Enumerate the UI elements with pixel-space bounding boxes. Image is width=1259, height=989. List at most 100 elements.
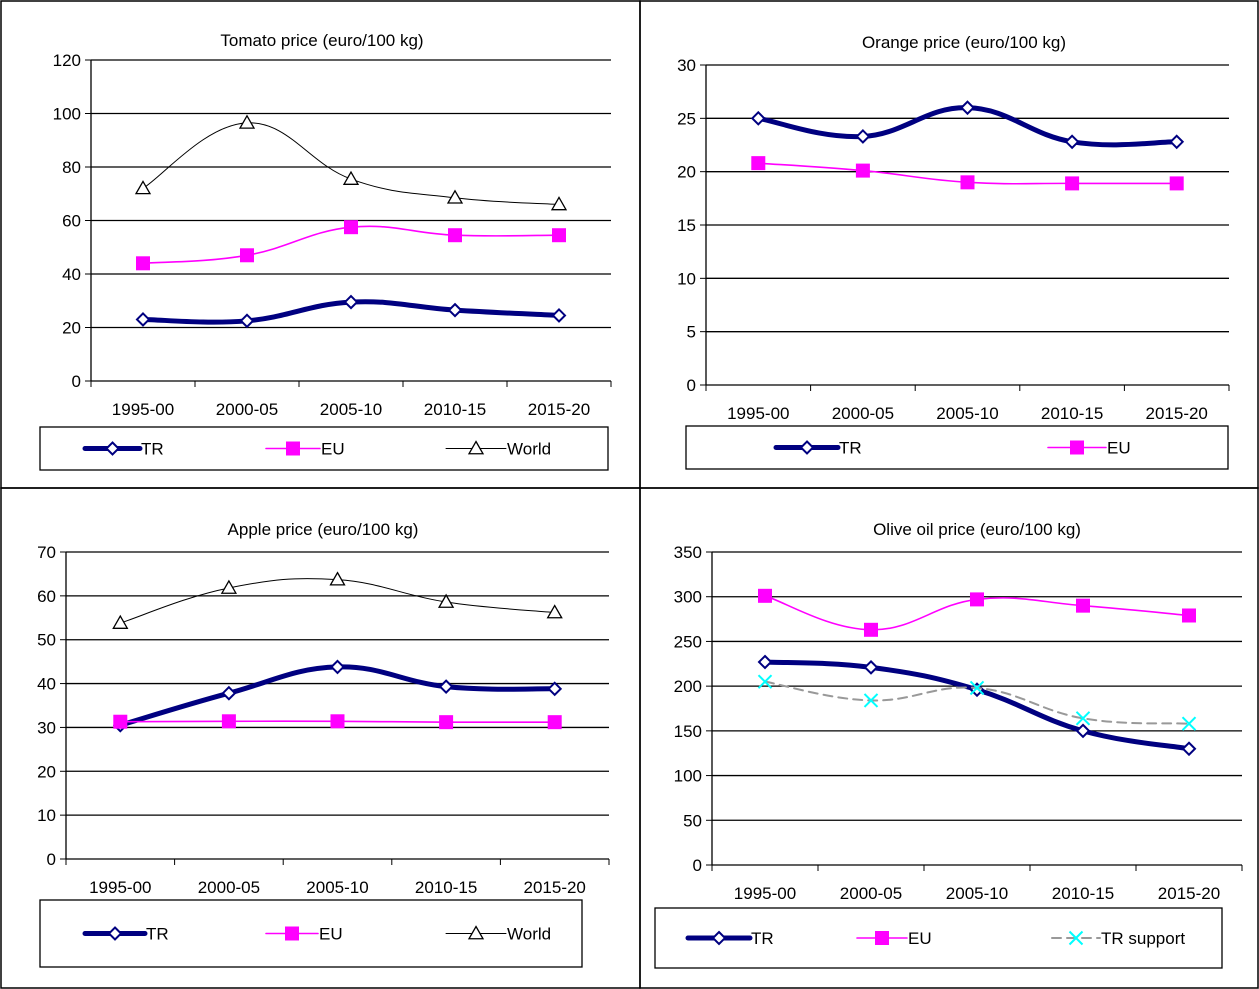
gridlines xyxy=(60,551,609,860)
data-point xyxy=(546,604,563,619)
x-tick-label: 2010-15 xyxy=(424,400,486,419)
chart-title: Orange price (euro/100 kg) xyxy=(862,33,1066,52)
legend-item: World xyxy=(445,925,551,944)
data-point xyxy=(1169,176,1184,191)
data-point xyxy=(855,163,870,178)
x-tick-label: 1995-00 xyxy=(89,878,151,897)
series-eu xyxy=(751,156,1184,191)
data-point xyxy=(550,196,568,211)
series-tr xyxy=(750,100,1185,150)
data-point xyxy=(343,294,359,310)
data-point xyxy=(750,110,766,126)
data-point xyxy=(135,312,151,327)
data-point xyxy=(1064,134,1080,150)
y-tick-label: 25 xyxy=(677,109,696,128)
chart-title: Olive oil price (euro/100 kg) xyxy=(873,520,1081,539)
y-tick-label: 200 xyxy=(674,677,702,696)
legend-item: World xyxy=(445,440,551,459)
y-tick-labels: 0 20 40 60 80 100 120 xyxy=(53,51,81,391)
x-tick-label: 1995-00 xyxy=(727,404,789,423)
legend-label: EU xyxy=(1107,439,1131,458)
x-tick-labels: 1995-00 2000-05 2005-10 2010-15 2015-20 xyxy=(112,400,590,419)
panel-border xyxy=(639,487,1259,989)
legend: TR EU World xyxy=(39,899,583,968)
data-point xyxy=(1169,134,1185,150)
data-point xyxy=(1076,598,1090,613)
data-point xyxy=(970,592,984,607)
legend-marker xyxy=(799,440,815,455)
data-point xyxy=(863,693,879,708)
legend-label: TR xyxy=(839,439,862,458)
legend-item: EU xyxy=(856,929,932,948)
y-tick-label: 10 xyxy=(677,269,696,288)
x-tick-label: 2015-20 xyxy=(1158,884,1220,903)
legend-marker xyxy=(711,930,727,946)
data-point xyxy=(447,302,463,318)
x-tick-label: 2000-05 xyxy=(216,400,278,419)
gridlines xyxy=(85,59,611,382)
series-tr xyxy=(757,654,1197,757)
data-point xyxy=(758,588,772,603)
x-tick-label: 1995-00 xyxy=(734,884,796,903)
legend-marker xyxy=(1068,930,1084,946)
gridlines xyxy=(706,551,1242,866)
y-tick-label: 40 xyxy=(62,265,81,284)
data-point xyxy=(547,681,563,697)
legend-marker xyxy=(107,926,123,941)
series-eu xyxy=(136,220,566,271)
x-tick-label: 2010-15 xyxy=(1052,884,1114,903)
data-point xyxy=(864,622,878,637)
data-point xyxy=(221,685,237,701)
y-tick-label: 40 xyxy=(37,675,56,694)
legend-marker xyxy=(467,925,485,940)
data-point xyxy=(1181,716,1197,731)
y-tick-label: 15 xyxy=(677,216,696,235)
data-point xyxy=(238,114,256,129)
x-tick-labels: 1995-00 2000-05 2005-10 2010-15 2015-20 xyxy=(734,884,1220,903)
x-tick-label: 2005-10 xyxy=(320,400,382,419)
data-point xyxy=(551,308,567,323)
legend-marker xyxy=(285,926,299,941)
data-point xyxy=(113,714,128,729)
legend: TR EU TR support xyxy=(654,907,1223,969)
series-eu xyxy=(758,588,1196,637)
legend-item: EU xyxy=(1047,439,1131,458)
x-tick-label: 2015-20 xyxy=(528,400,590,419)
y-tick-label: 100 xyxy=(674,767,702,786)
legend-label: EU xyxy=(319,925,343,944)
series-world xyxy=(134,114,568,211)
x-tick-label: 2005-10 xyxy=(306,878,368,897)
y-tick-labels: 0 50 100 150 200 250 300 350 xyxy=(674,543,702,875)
data-point xyxy=(344,220,358,235)
legend-item: EU xyxy=(265,925,343,944)
y-tick-label: 100 xyxy=(53,105,81,124)
y-tick-label: 250 xyxy=(674,632,702,651)
gridlines xyxy=(700,64,1229,386)
series-eu xyxy=(113,714,562,730)
legend-label: TR xyxy=(146,925,169,944)
data-point xyxy=(969,680,985,696)
data-point xyxy=(240,248,254,263)
y-tick-label: 50 xyxy=(683,811,702,830)
y-tick-label: 30 xyxy=(677,56,696,75)
x-tick-label: 2005-10 xyxy=(946,884,1008,903)
legend-label: TR xyxy=(751,929,774,948)
y-tick-label: 80 xyxy=(62,158,81,177)
data-point xyxy=(960,100,975,116)
y-tick-label: 0 xyxy=(693,856,702,875)
y-tick-label: 0 xyxy=(72,372,81,391)
data-point xyxy=(220,579,238,594)
data-point xyxy=(863,659,879,675)
y-tick-label: 20 xyxy=(37,762,56,781)
data-point xyxy=(552,228,566,243)
data-point xyxy=(1182,608,1196,623)
y-tick-label: 10 xyxy=(37,806,56,825)
x-tick-label: 2015-20 xyxy=(524,878,586,897)
legend-marker xyxy=(105,441,120,456)
data-point xyxy=(1065,176,1080,191)
series-tr-support xyxy=(757,674,1197,731)
data-point xyxy=(757,674,773,689)
x-tick-label: 2010-15 xyxy=(1041,404,1103,423)
y-tick-labels: 0 10 20 30 40 50 60 70 xyxy=(37,543,56,869)
legend-marker xyxy=(286,441,300,456)
